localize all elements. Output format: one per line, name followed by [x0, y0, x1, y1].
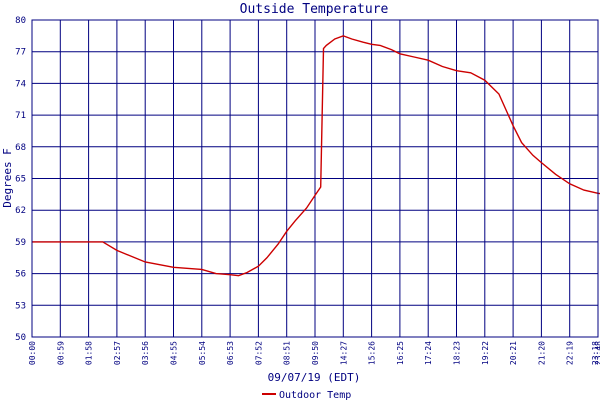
y-axis-ticks: 50 53 56 59 62 65 68 71 74 77 80 — [15, 16, 26, 343]
x-tick-label: 05:54 — [198, 341, 207, 365]
x-tick-label: 15:26 — [368, 341, 377, 365]
y-tick-label: 68 — [15, 143, 26, 153]
x-tick-label: 07:52 — [254, 341, 263, 365]
plot-frame — [31, 19, 599, 338]
x-tick-label: 03:56 — [141, 341, 150, 365]
x-axis-label: 09/07/19 (EDT) — [268, 371, 361, 384]
y-tick-label: 50 — [15, 333, 26, 343]
y-tick-label: 77 — [15, 48, 26, 58]
x-tick-label: 20:21 — [509, 341, 518, 365]
legend-label: Outdoor Temp — [279, 390, 351, 400]
y-tick-label: 62 — [15, 206, 26, 216]
y-tick-label: 59 — [15, 238, 26, 248]
x-tick-label: 23:18 — [591, 341, 600, 365]
x-tick-label: 01:58 — [85, 341, 94, 365]
x-tick-label: 16:25 — [396, 341, 405, 365]
x-tick-label: 14:27 — [339, 341, 348, 365]
y-tick-label: 71 — [15, 111, 26, 121]
x-tick-label: 00:59 — [56, 341, 65, 365]
x-tick-label: 00:00 — [28, 341, 37, 365]
x-tick-label: 22:19 — [566, 341, 575, 365]
y-tick-label: 56 — [15, 270, 26, 280]
x-axis-ticks: 00:00 00:59 01:58 02:57 03:56 04:55 05:54 06:53… — [28, 341, 600, 365]
x-tick-label: 21:20 — [537, 341, 546, 365]
grid — [31, 19, 599, 338]
x-tick-label: 04:55 — [170, 341, 179, 365]
x-tick-label: 02:57 — [113, 341, 122, 365]
series-line-outdoor-temp — [32, 35, 600, 277]
x-tick-label: 09:50 — [311, 341, 320, 365]
x-tick-label: 17:24 — [424, 341, 433, 365]
x-tick-label: 18:23 — [453, 341, 462, 365]
x-tick-label: 06:53 — [226, 341, 235, 365]
y-tick-label: 53 — [15, 301, 26, 311]
x-tick-label: 19:22 — [481, 341, 490, 365]
y-axis-label: Degrees F — [1, 148, 14, 208]
x-tick-label: 08:51 — [283, 341, 292, 365]
y-tick-label: 80 — [15, 16, 26, 26]
x-tick-label: 23:48 — [594, 341, 600, 365]
y-tick-label: 74 — [15, 79, 26, 89]
chart-title: Outside Temperature — [240, 2, 389, 17]
y-tick-label: 65 — [15, 175, 26, 185]
